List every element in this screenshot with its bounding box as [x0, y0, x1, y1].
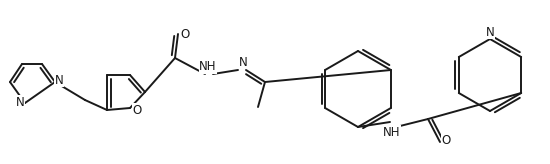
Text: NH: NH	[383, 125, 401, 139]
Text: O: O	[441, 134, 450, 147]
Text: N: N	[15, 95, 24, 109]
Text: NH: NH	[199, 61, 217, 73]
Text: O: O	[180, 28, 190, 41]
Text: O: O	[133, 103, 142, 116]
Text: N: N	[239, 55, 248, 69]
Text: N: N	[54, 73, 63, 86]
Text: N: N	[486, 25, 494, 39]
